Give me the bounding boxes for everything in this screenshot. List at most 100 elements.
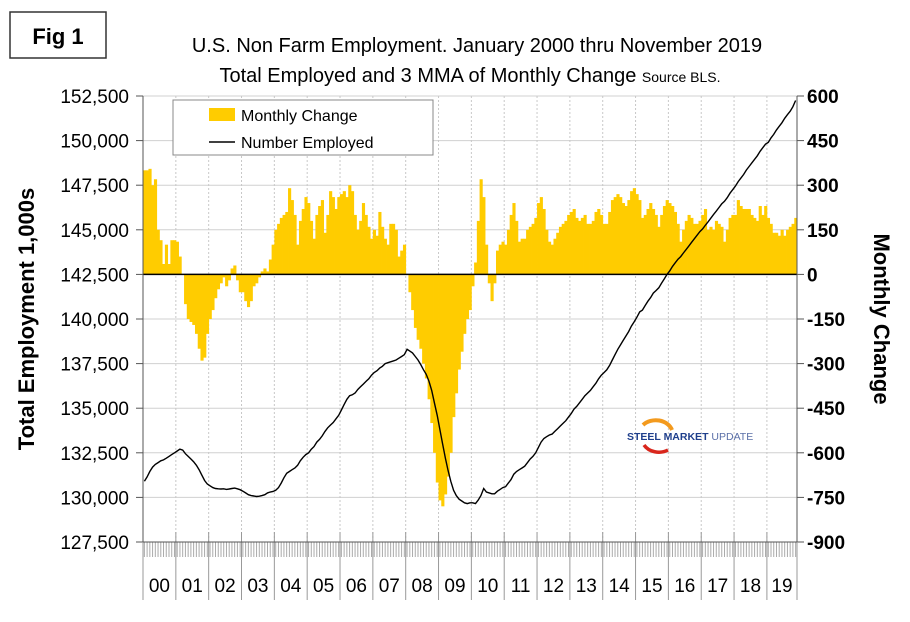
monthly-change-bar (189, 274, 193, 322)
monthly-change-bar (709, 226, 713, 275)
monthly-change-bar (203, 274, 207, 358)
chart-subtitle-line: Total Employed and 3 MMA of Monthly Chan… (219, 65, 720, 87)
monthly-change-bar (490, 274, 494, 302)
monthly-change-bar (761, 214, 765, 275)
monthly-change-bar (742, 208, 746, 275)
monthly-change-bar (698, 220, 702, 275)
monthly-change-bar (753, 217, 757, 275)
monthly-change-bar (602, 223, 606, 275)
monthly-change-bar (156, 229, 160, 275)
monthly-change-bar (578, 220, 582, 275)
y-right-tick-label: -750 (807, 488, 845, 509)
monthly-change-bar (197, 274, 201, 349)
monthly-change-bar (222, 274, 226, 278)
monthly-change-bar (285, 211, 289, 275)
monthly-change-bar (638, 200, 642, 275)
y-left-tick-label: 132,500 (60, 444, 129, 465)
steel-market-update-logo: STEEL MARKET UPDATE (627, 418, 753, 454)
y-left-tick-label: 140,000 (60, 310, 129, 331)
monthly-change-bar (701, 214, 705, 275)
monthly-change-bar (474, 262, 478, 275)
monthly-change-bar (353, 214, 357, 275)
monthly-change-bar (468, 274, 472, 311)
monthly-change-bar (714, 220, 719, 275)
monthly-change-bar (205, 274, 210, 334)
monthly-change-bar (755, 220, 760, 275)
monthly-change-bar (717, 223, 721, 275)
y-left-tick-label: 137,500 (60, 355, 129, 376)
monthly-change-bar (506, 229, 511, 275)
monthly-change-bar (435, 274, 439, 483)
monthly-change-bar (422, 274, 426, 364)
monthly-change-bar (651, 208, 656, 275)
x-tick-label: 08 (412, 576, 433, 597)
monthly-change-bar (673, 211, 677, 275)
monthly-change-bar (693, 223, 697, 275)
legend: Monthly Change Number Employed (172, 99, 434, 156)
monthly-change-bar (441, 274, 445, 507)
monthly-change-bar (580, 217, 584, 275)
monthly-change-bar (227, 274, 231, 281)
monthly-change-bar (703, 208, 708, 275)
monthly-change-bar (791, 223, 795, 275)
monthly-change-bar (159, 240, 163, 275)
monthly-change-bar (298, 220, 303, 275)
monthly-change-bar (214, 274, 218, 299)
monthly-change-bar (318, 206, 322, 275)
monthly-change-bar (597, 208, 601, 275)
monthly-change-bar (646, 208, 650, 275)
monthly-change-bar (589, 223, 593, 275)
chart-subtitle: Total Employed and 3 MMA of Monthly Chan… (219, 65, 636, 87)
monthly-change-bar (331, 197, 335, 275)
monthly-change-bar (558, 226, 563, 275)
y-right-tick-label: 150 (807, 221, 839, 242)
monthly-change-bar (340, 194, 344, 275)
monthly-change-bar (734, 214, 738, 275)
monthly-change-bar (766, 217, 771, 275)
y-axis-right-title: Monthly Change (869, 233, 894, 404)
monthly-change-bar (383, 238, 387, 275)
x-tick-label: 09 (444, 576, 465, 597)
monthly-change-bar (367, 226, 371, 275)
monthly-change-bar (337, 197, 341, 275)
monthly-change-bar (282, 214, 286, 275)
x-tick-label: 07 (379, 576, 400, 597)
y-left-tick-label: 135,000 (60, 399, 129, 420)
monthly-change-bar (599, 214, 604, 275)
monthly-change-bar (454, 274, 459, 394)
monthly-change-bar (419, 274, 423, 349)
y-right-tick-label: -300 (807, 355, 845, 376)
monthly-change-bar (537, 203, 541, 275)
monthly-change-bar (246, 274, 251, 308)
monthly-change-bar (485, 244, 489, 275)
monthly-change-bar (143, 170, 147, 275)
monthly-change-bar (167, 263, 171, 275)
monthly-change-bar (381, 226, 385, 275)
figure-label: Fig 1 (32, 24, 83, 49)
monthly-change-bar (523, 238, 527, 275)
x-tick-label: 19 (771, 576, 792, 597)
monthly-change-bar (660, 214, 664, 275)
y-right-tick-label: 0 (807, 265, 818, 286)
monthly-change-bar (241, 274, 245, 293)
monthly-change-bar (482, 197, 486, 275)
x-tick-label: 15 (641, 576, 662, 597)
monthly-change-bar (690, 217, 694, 275)
monthly-change-bar (433, 274, 437, 453)
monthly-change-bar (739, 206, 743, 275)
monthly-change-bar (392, 223, 396, 275)
monthly-change-bar (452, 274, 456, 418)
y-right-tick-label: -150 (807, 310, 845, 331)
monthly-change-bar (780, 229, 784, 275)
y-axis-left-title: Total Employment 1,000s (14, 188, 39, 450)
monthly-change-bar (372, 229, 376, 275)
monthly-change-bar (539, 197, 543, 275)
monthly-change-bar (465, 274, 470, 319)
monthly-change-bar (260, 271, 264, 275)
monthly-change-bar (515, 220, 519, 275)
monthly-change-bar (586, 223, 590, 275)
monthly-change-bar (649, 203, 653, 275)
monthly-change-bar (364, 214, 368, 275)
monthly-change-bar (402, 244, 407, 275)
